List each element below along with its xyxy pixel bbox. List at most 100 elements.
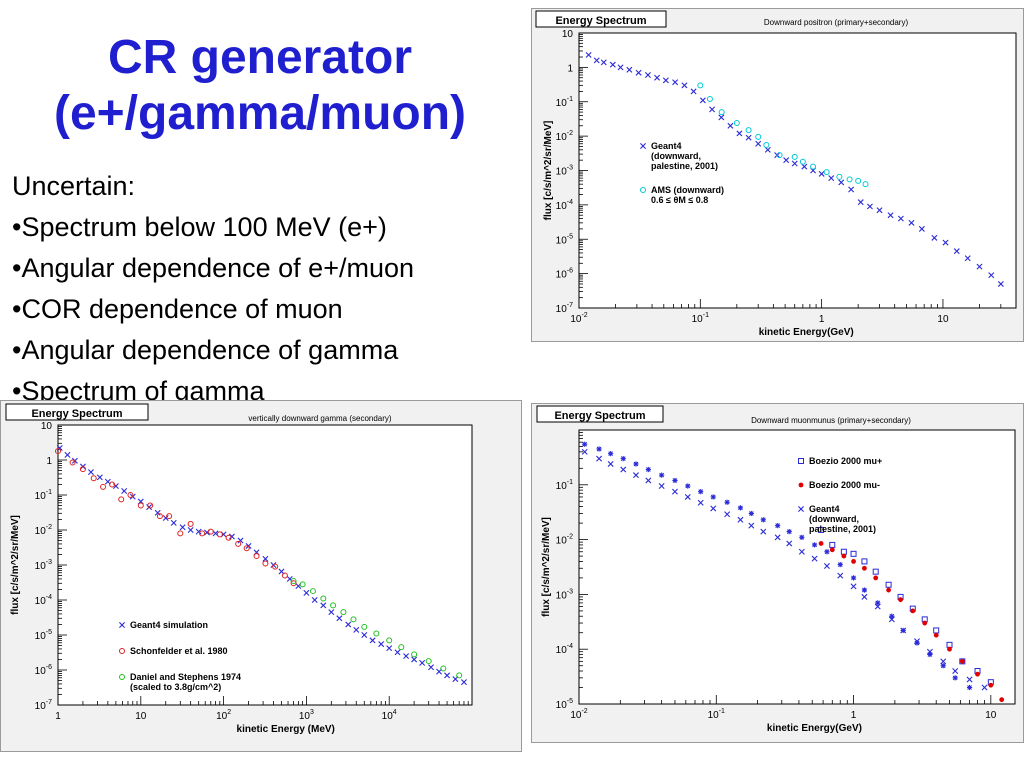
data-point [737,516,744,523]
data-point [823,562,830,569]
data-point [635,69,642,76]
bullet-item: •COR dependence of muon [12,294,343,324]
legend-label: Geant4 [809,504,840,514]
data-point [373,630,380,637]
data-point [596,446,602,452]
data-point [837,572,844,579]
data-point [933,632,939,638]
data-point [873,575,879,581]
legend-marker [798,482,804,488]
data-point [90,475,97,482]
data-point [225,534,232,541]
x-tick-label: 1 [851,710,857,721]
data-point [798,548,805,555]
data-point [927,651,933,658]
data-point [299,581,306,588]
data-point [632,472,639,479]
data-point [79,466,86,473]
data-point [886,587,891,593]
data-point [320,595,327,602]
data-point [386,645,393,652]
data-point [654,74,661,81]
data-point [166,513,173,520]
data-point [290,577,297,584]
data-point [137,502,144,509]
data-point [786,540,793,547]
chart-title: vertically downward gamma (secondary) [248,414,392,423]
data-point [862,565,867,571]
data-point [262,560,269,567]
x-axis-label: kinetic Energy(GeV) [767,723,862,734]
legend-label: Geant4 simulation [130,620,208,630]
data-point [966,684,973,691]
bullet-item: •Angular dependence of gamma [12,335,399,365]
data-point [976,263,983,270]
data-point [154,509,161,516]
data-point [981,684,988,691]
y-axis-label: flux [c/s/m^2/sr/MeV] [543,121,554,221]
y-tick-label: 10 [41,421,53,432]
data-point [147,502,154,509]
data-point [582,441,588,447]
data-point [345,621,352,628]
data-point [861,558,868,565]
data-point [617,64,624,71]
plot-area [57,424,473,706]
data-point [633,461,639,467]
data-point [828,175,835,182]
data-point [887,212,894,219]
data-point [156,513,163,520]
data-point [56,445,63,452]
data-point [620,456,626,462]
positron-spectrum-panel: Energy Spectrum Downward positron (primar… [531,8,1024,342]
data-point [394,649,401,656]
data-point [55,448,61,455]
data-point [262,555,269,562]
legend-label: 0.6 ≤ θM ≤ 0.8 [651,195,708,205]
data-point [823,169,830,176]
data-point [706,96,713,103]
y-axis-label: flux [c/s/m^2/sr/MeV] [541,517,552,617]
data-point [303,589,310,596]
data-point [170,519,177,526]
data-point [699,97,706,104]
data-point [848,186,855,193]
data-point [281,572,288,579]
data-point [861,593,868,600]
data-point [836,173,843,180]
data-point [328,609,335,616]
data-point [179,524,186,531]
data-point [988,272,995,279]
gamma-spectrum-panel: Energy Spectrum vertically downward gamma… [0,400,522,752]
data-point [764,146,771,153]
data-point [727,122,734,129]
data-point [801,163,808,170]
data-point [914,638,921,645]
legend-label: Boezio 2000 mu- [809,480,880,490]
plot-area [578,32,1017,309]
x-axis-label: kinetic Energy(GeV) [759,327,854,338]
data-point [411,651,418,658]
data-point [199,530,206,537]
panel-tab [5,403,149,421]
data-point [419,659,426,666]
data-point [243,545,250,552]
data-point [253,553,260,560]
data-point [898,597,903,603]
data-point [897,215,904,222]
data-point [369,637,376,644]
data-point [724,511,731,518]
data-point [644,72,651,78]
legend-label: (scaled to 3.8g/cm^2) [130,682,221,692]
panel-tab-label: Energy Spectrum [31,408,122,420]
legend-label: palestine, 2001) [809,524,876,534]
data-point [290,580,297,587]
data-point [361,623,368,630]
data-point [456,672,463,679]
data-point [745,127,752,134]
data-point [791,153,798,160]
data-point [850,550,857,557]
data-point [810,163,817,170]
bullet-item: •Spectrum below 100 MeV (e+) [12,212,387,242]
data-point [585,51,592,58]
